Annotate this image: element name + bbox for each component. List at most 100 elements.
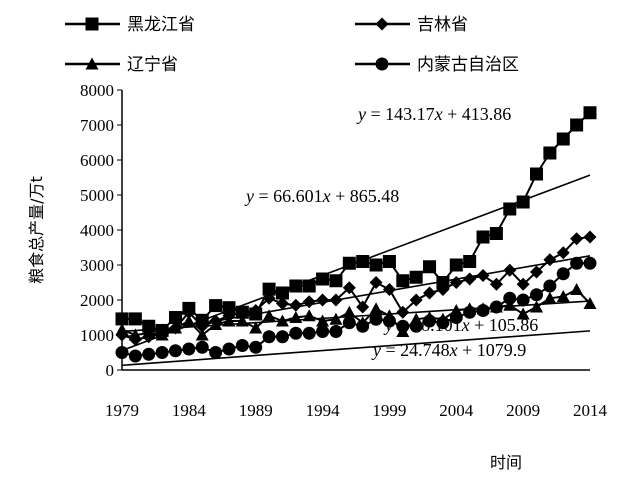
data-point: [262, 309, 276, 322]
x-tick-label: 2004: [439, 401, 474, 420]
data-point: [356, 319, 370, 333]
series-group: [115, 106, 597, 363]
x-tick-label: 1989: [239, 401, 273, 420]
x-tick-label: 1984: [172, 401, 207, 420]
data-point: [329, 274, 343, 288]
legend-item: 吉林省: [355, 15, 468, 35]
legend-label: 黑龙江省: [127, 15, 195, 35]
data-point: [476, 230, 490, 244]
data-point: [262, 330, 276, 344]
data-point: [543, 253, 557, 267]
data-point: [342, 316, 356, 330]
x-tick-label: 1999: [372, 401, 406, 420]
data-point: [570, 232, 584, 246]
data-point: [302, 295, 316, 309]
data-point: [516, 195, 530, 209]
data-point: [463, 305, 477, 319]
data-point: [142, 347, 156, 361]
data-point: [583, 230, 597, 244]
data-point: [142, 326, 156, 339]
data-point: [543, 279, 557, 293]
data-point: [289, 311, 303, 324]
data-point: [463, 255, 477, 268]
data-point: [556, 246, 570, 260]
data-point: [289, 326, 303, 340]
data-point: [570, 256, 584, 270]
data-point: [556, 267, 570, 281]
series-circle: [115, 256, 597, 363]
data-point: [195, 328, 209, 341]
data-point: [115, 323, 129, 336]
data-point: [503, 263, 517, 277]
data-point: [423, 286, 437, 300]
data-point: [449, 258, 463, 272]
legend-marker: [375, 57, 389, 71]
data-point: [489, 227, 503, 240]
legend-label: 辽宁省: [127, 55, 178, 75]
legend-marker: [85, 57, 99, 70]
x-tick-label: 1979: [105, 401, 139, 420]
data-point: [382, 283, 396, 296]
data-point: [289, 298, 303, 312]
data-point: [570, 118, 584, 132]
data-point: [329, 293, 343, 307]
y-tick-label: 5000: [80, 186, 114, 205]
data-point: [342, 305, 356, 318]
data-point: [449, 276, 463, 289]
data-point: [382, 255, 396, 268]
data-point: [489, 277, 503, 291]
data-point: [195, 340, 209, 354]
y-axis-title: 粮食总产量/万t: [27, 176, 46, 284]
data-point: [222, 342, 236, 356]
trendline-equations: y = 143.17x + 413.86 y = 66.601x + 865.48…: [244, 104, 538, 360]
data-point: [530, 288, 544, 302]
data-point: [155, 346, 169, 359]
data-point: [168, 344, 182, 358]
data-point: [423, 314, 437, 328]
data-point: [342, 281, 356, 295]
data-point: [128, 328, 142, 341]
data-point: [530, 300, 544, 313]
trendline: [121, 330, 591, 367]
data-point: [235, 339, 249, 352]
data-point: [396, 305, 410, 319]
data-point: [369, 312, 383, 326]
legend-item: 内蒙古自治区: [355, 55, 519, 75]
data-point: [115, 312, 129, 326]
trendline-equation: y = 24.748x + 1079.9: [371, 340, 526, 360]
legend-marker: [85, 17, 99, 31]
data-point: [503, 202, 517, 216]
legend-label: 吉林省: [417, 15, 468, 35]
data-point: [302, 309, 316, 322]
y-tick-label: 2000: [80, 291, 114, 310]
data-point: [556, 132, 570, 146]
data-point: [222, 301, 236, 315]
data-point: [275, 330, 289, 344]
data-point: [570, 283, 584, 296]
data-point: [356, 255, 370, 268]
data-point: [436, 316, 450, 330]
data-point: [369, 258, 383, 272]
data-point: [409, 319, 423, 333]
data-point: [168, 321, 182, 334]
data-point: [436, 283, 450, 296]
data-point: [249, 321, 263, 334]
data-point: [503, 298, 517, 311]
x-tick-label: 1994: [306, 401, 341, 420]
legend-item: 辽宁省: [65, 55, 178, 75]
data-point: [583, 297, 597, 310]
data-point: [382, 314, 396, 328]
data-point: [182, 314, 196, 327]
data-point: [369, 276, 383, 289]
data-point: [583, 256, 597, 270]
y-tick-label: 0: [106, 361, 115, 380]
data-point: [436, 276, 450, 289]
data-point: [262, 291, 276, 305]
data-point: [449, 311, 463, 324]
y-tick-label: 7000: [80, 116, 114, 135]
data-point: [503, 291, 517, 305]
data-point: [463, 272, 477, 286]
y-tick-label: 6000: [80, 151, 114, 170]
